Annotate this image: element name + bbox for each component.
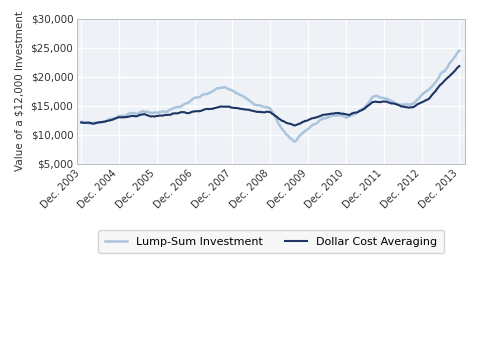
Lump-Sum Investment xyxy=(305,127,311,131)
Dollar Cost Averaging xyxy=(422,98,428,103)
Dollar Cost Averaging xyxy=(398,104,404,109)
Lump-Sum Investment xyxy=(292,139,298,144)
Lump-Sum Investment xyxy=(303,128,309,132)
Lump-Sum Investment xyxy=(78,120,84,124)
Legend: Lump-Sum Investment, Dollar Cost Averaging: Lump-Sum Investment, Dollar Cost Averagi… xyxy=(98,230,444,253)
Dollar Cost Averaging xyxy=(78,120,84,125)
Lump-Sum Investment xyxy=(80,120,85,124)
Dollar Cost Averaging xyxy=(311,116,317,120)
Lump-Sum Investment xyxy=(422,90,428,94)
Y-axis label: Value of a $12,000 Investment: Value of a $12,000 Investment xyxy=(15,11,25,171)
Dollar Cost Averaging xyxy=(292,123,298,128)
Lump-Sum Investment xyxy=(311,122,317,127)
Dollar Cost Averaging xyxy=(305,118,311,123)
Line: Lump-Sum Investment: Lump-Sum Investment xyxy=(81,51,459,141)
Dollar Cost Averaging xyxy=(80,121,85,125)
Line: Dollar Cost Averaging: Dollar Cost Averaging xyxy=(81,66,459,126)
Lump-Sum Investment xyxy=(398,103,404,107)
Dollar Cost Averaging xyxy=(303,119,309,123)
Dollar Cost Averaging xyxy=(456,64,462,68)
Lump-Sum Investment xyxy=(456,49,462,53)
